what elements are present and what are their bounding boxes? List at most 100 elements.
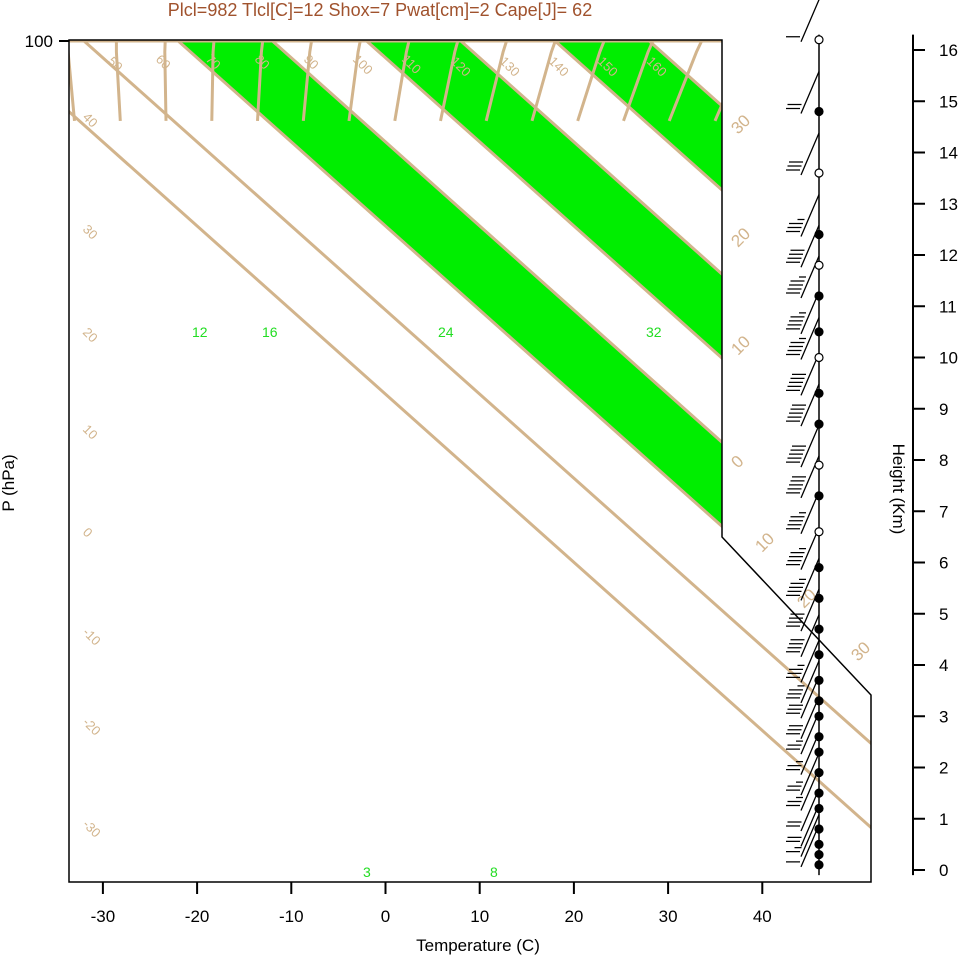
- isotherm-label: 10: [751, 529, 778, 556]
- x-tick-label: 30: [659, 907, 678, 926]
- wind-marker: [814, 527, 824, 537]
- wind-barb: [786, 614, 820, 658]
- plot-background: [177, 40, 871, 882]
- height-tick-label: 3: [939, 707, 948, 726]
- y2-axis-label: Height (Km): [889, 444, 908, 535]
- dry-adiabat: [713, 40, 871, 122]
- height-tick-label: 4: [939, 656, 948, 675]
- plot-frame: [68, 39, 872, 883]
- wind-marker: [814, 352, 824, 363]
- wind-barb: [786, 675, 820, 719]
- dry-adiabat: [759, 40, 871, 122]
- wind-marker: [814, 839, 824, 849]
- isotherm-label: 60: [153, 52, 174, 73]
- p-tick-label: 100: [25, 32, 53, 51]
- isotherm-label: 10: [80, 422, 101, 443]
- wind-marker: [814, 675, 824, 685]
- isotherm: [81, 40, 871, 882]
- moist-adiabat-label: 16: [262, 324, 278, 340]
- wind-marker: [814, 850, 824, 860]
- isotherm-label: 30: [847, 638, 874, 665]
- dry-adiabat: [805, 40, 871, 122]
- mixing-ratio-label: 8: [490, 864, 498, 880]
- height-tick-label: 10: [939, 349, 958, 368]
- wind-barb: [786, 71, 820, 114]
- wind-barb: [786, 455, 820, 499]
- height-tick-label: 8: [939, 451, 948, 470]
- wind-marker: [814, 168, 824, 178]
- wind-marker: [814, 106, 824, 117]
- isotherm-band: [742, 40, 871, 882]
- wind-marker: [814, 860, 824, 870]
- wind-marker: [814, 327, 824, 337]
- x-tick-label: -10: [279, 907, 304, 926]
- wind-barb: [786, 824, 820, 868]
- height-tick-label: 5: [939, 605, 948, 624]
- wind-marker: [814, 803, 824, 814]
- wind-barb: [786, 224, 820, 268]
- moist-adiabat-label: 12: [192, 324, 208, 340]
- moist-adiabat-label: 32: [646, 324, 662, 340]
- isotherm-label: 0: [727, 452, 747, 472]
- isotherm-label: 50: [105, 54, 126, 75]
- wind-barb: [786, 527, 820, 570]
- isotherm-band: [177, 40, 871, 882]
- wind-barb: [786, 0, 820, 43]
- wind-marker: [814, 711, 824, 721]
- wind-marker: [814, 788, 824, 798]
- wind-marker: [814, 624, 824, 634]
- wind-barb: [786, 558, 820, 601]
- wind-marker: [814, 593, 824, 603]
- height-tick-label: 11: [939, 297, 957, 316]
- wind-marker: [814, 388, 824, 398]
- isotherm-label: -30: [80, 817, 104, 841]
- isotherm-label: 20: [80, 325, 101, 346]
- chart-title: Plcl=982 Tlcl[C]=12 Shox=7 Pwat[cm]=2 Ca…: [168, 0, 592, 20]
- moist-adiabat-label: 24: [438, 324, 454, 340]
- wind-barb: [786, 317, 820, 360]
- isotherm-label: 40: [80, 110, 101, 131]
- wind-marker: [814, 696, 824, 706]
- height-tick-label: 15: [939, 92, 958, 111]
- y-axis-label: P (hPa): [0, 454, 18, 511]
- isotherm-label: 30: [80, 222, 101, 243]
- isotherm-label: 10: [727, 332, 754, 359]
- wind-barb: [786, 132, 820, 176]
- wind-barb: [786, 491, 820, 535]
- plot-border: [68, 39, 872, 883]
- height-tick-label: 6: [939, 554, 948, 573]
- wind-barb: [786, 194, 820, 237]
- x-tick-label: 10: [470, 907, 489, 926]
- wind-marker: [814, 229, 824, 240]
- height-tick-label: 0: [939, 861, 948, 880]
- x-axis-label: Temperature (C): [416, 936, 540, 955]
- x-tick-label: 20: [564, 907, 583, 926]
- isotherm: [176, 40, 871, 882]
- mixing-ratio-label: 3: [363, 864, 371, 880]
- height-tick-label: 9: [939, 400, 948, 419]
- isotherm-label: 30: [727, 111, 754, 138]
- wind-marker: [814, 260, 824, 270]
- wind-barb: [786, 752, 820, 796]
- x-tick-label: 0: [381, 907, 390, 926]
- x-tick-label: -30: [91, 907, 116, 926]
- wind-barb: [786, 383, 820, 427]
- wind-marker: [814, 732, 824, 742]
- wind-marker: [814, 491, 824, 501]
- isotherm: [69, 40, 871, 882]
- height-tick-label: 7: [939, 502, 948, 521]
- wind-barb: [786, 660, 820, 704]
- wind-marker: [814, 460, 824, 470]
- wind-marker: [814, 291, 824, 301]
- isotherm: [458, 40, 871, 882]
- x-tick-label: 40: [753, 907, 772, 926]
- height-tick-label: 1: [939, 810, 948, 829]
- wind-marker: [814, 563, 824, 573]
- isotherm: [552, 40, 871, 882]
- wind-marker: [814, 419, 824, 429]
- wind-barb: [786, 424, 820, 468]
- wind-barb: [786, 353, 820, 396]
- wind-barb: [786, 291, 820, 335]
- isotherm-label: 0: [80, 525, 96, 541]
- wind-marker: [814, 35, 824, 45]
